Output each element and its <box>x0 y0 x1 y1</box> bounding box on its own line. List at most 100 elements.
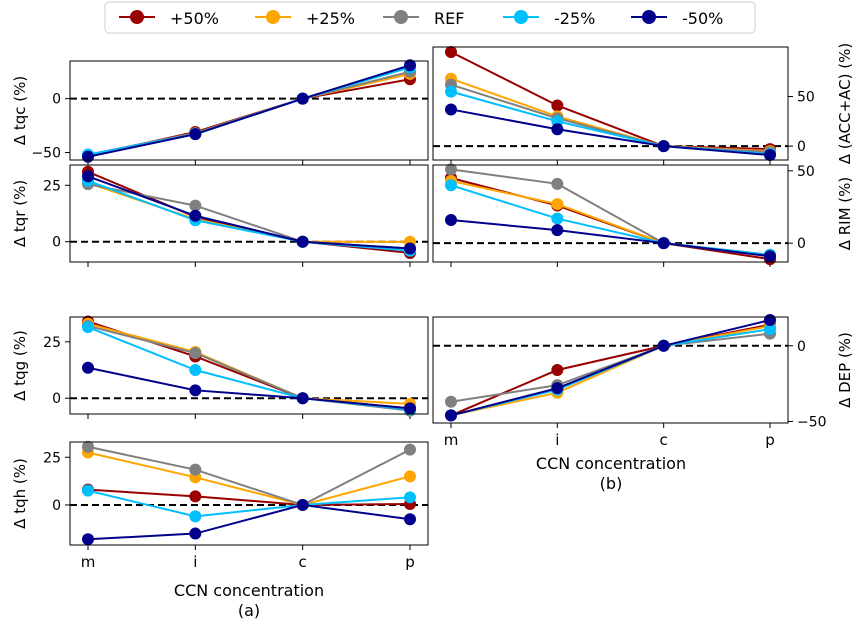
data-point-dep-minus25 <box>764 323 776 336</box>
annotations: CCN concentration (a) CCN concentration … <box>174 454 686 620</box>
x-tick-label-tqh: c <box>299 553 307 571</box>
data-point-tqg-ref <box>189 347 202 360</box>
data-point-tqc-minus50 <box>296 92 309 105</box>
data-point-rim-minus50 <box>657 237 670 250</box>
x-tick-label-dep: m <box>444 431 459 449</box>
legend-marker-minus50 <box>642 10 656 24</box>
series-line-tqh-plus50 <box>87 488 411 506</box>
legend-frame <box>104 1 756 34</box>
data-point-dep-plus50 <box>551 364 564 376</box>
y-tick-label-rim: 0 <box>797 236 806 252</box>
x-axis-label-a: CCN concentration <box>174 581 324 600</box>
panel-tqr: 0 25 Δ tqr (%) <box>11 164 429 267</box>
legend-entry-plus25: +25% <box>255 9 355 28</box>
x-tick-label-dep: p <box>765 431 775 449</box>
panel-rim: 0 50 Δ RIM (%) <box>432 163 854 267</box>
legend: +50% +25% REF -25% -50% <box>104 1 756 34</box>
data-point-tqg-minus50 <box>296 392 309 405</box>
y-axis-label-tqc: Δ tqc (%) <box>11 76 29 145</box>
data-point-acc-minus50 <box>657 140 670 153</box>
y-tick-label-tqr: 0 <box>52 235 61 251</box>
y-tick-label-tqr: 25 <box>43 178 61 194</box>
data-point-tqh-ref <box>404 443 416 456</box>
series-line-acc-plus25 <box>450 77 771 153</box>
data-point-acc-plus50 <box>445 45 457 58</box>
y-axis-label-acc: Δ (ACC+AC) (%) <box>836 43 854 164</box>
y-axis-label-tqr: Δ tqr (%) <box>11 180 29 247</box>
data-point-tqr-minus50 <box>82 170 94 183</box>
legend-marker-ref <box>394 10 408 24</box>
series-line-tqg-minus25 <box>87 326 411 411</box>
data-point-tqg-minus50 <box>404 402 416 415</box>
data-point-rim-plus25 <box>551 198 564 211</box>
plot-frame-rim <box>432 164 789 263</box>
data-point-tqh-minus50 <box>404 513 416 526</box>
data-point-tqr-ref <box>189 199 202 212</box>
data-point-tqh-minus25 <box>404 491 416 504</box>
panels: −50 0 Δ tqc (%) 0 50 Δ (ACC+AC) (%) 0 25 Δ tqr (… <box>11 43 854 571</box>
data-point-dep-minus50 <box>445 409 457 422</box>
series-line-tqr-minus25 <box>87 179 411 252</box>
data-point-tqc-minus50 <box>189 128 202 141</box>
panel-tqg: 0 25 Δ tqg (%) <box>11 315 429 419</box>
series-line-tqc-minus50 <box>87 64 411 158</box>
series-line-tqg-plus25 <box>87 322 411 405</box>
data-point-tqh-minus50 <box>82 533 94 546</box>
data-point-tqh-minus50 <box>296 498 309 511</box>
panel-acc: 0 50 Δ (ACC+AC) (%) <box>432 43 854 165</box>
y-tick-label-tqc: 0 <box>52 92 61 108</box>
series-line-acc-minus50 <box>450 108 771 157</box>
y-tick-label-acc: 0 <box>797 139 806 155</box>
data-point-tqh-minus50 <box>189 527 202 540</box>
panel-label-b: (b) <box>600 474 623 493</box>
series-line-tqh-minus50 <box>87 503 411 541</box>
plot-frame-tqg <box>69 316 429 415</box>
data-point-tqg-minus50 <box>189 384 202 397</box>
data-point-dep-minus50 <box>551 382 564 395</box>
y-tick-label-tqg: 25 <box>43 335 61 351</box>
legend-marker-plus25 <box>266 10 280 24</box>
x-tick-label-dep: i <box>555 431 559 449</box>
y-tick-label-tqc: −50 <box>31 145 61 161</box>
legend-entry-plus50: +50% <box>119 9 219 28</box>
legend-marker-minus25 <box>514 10 528 24</box>
panel-label-a: (a) <box>238 601 260 620</box>
series-line-rim-minus50 <box>450 219 771 258</box>
data-point-tqr-minus50 <box>296 235 309 248</box>
x-tick-label-tqh: m <box>81 553 96 571</box>
data-point-rim-ref <box>551 177 564 190</box>
series-line-dep-minus50 <box>450 319 771 417</box>
series-line-tqh-ref <box>87 445 411 507</box>
y-axis-label-rim: Δ RIM (%) <box>836 177 854 251</box>
series-line-dep-ref <box>450 332 771 403</box>
legend-label-plus25: +25% <box>306 9 355 28</box>
data-point-rim-minus50 <box>445 214 457 227</box>
y-tick-label-dep: −50 <box>797 414 827 430</box>
y-tick-label-acc: 50 <box>797 90 815 106</box>
data-point-tqg-minus25 <box>82 321 94 334</box>
data-point-rim-minus25 <box>445 179 457 192</box>
data-point-tqh-plus50 <box>189 490 202 503</box>
data-point-tqc-minus50 <box>82 150 94 163</box>
series-line-acc-minus25 <box>450 90 771 156</box>
data-point-acc-minus50 <box>551 123 564 136</box>
data-point-dep-minus50 <box>764 314 776 327</box>
series-line-tqg-minus50 <box>87 366 411 410</box>
y-tick-label-dep: 0 <box>797 339 806 355</box>
y-tick-label-tqh: 0 <box>52 498 61 514</box>
x-axis-label-b: CCN concentration <box>536 454 686 473</box>
legend-entry-ref: REF <box>383 9 464 28</box>
series-line-tqc-ref <box>87 70 411 156</box>
legend-label-minus25: -25% <box>554 9 595 28</box>
data-point-tqh-ref <box>82 440 94 453</box>
panel-tqc: −50 0 Δ tqc (%) <box>11 59 429 165</box>
x-tick-label-tqh: p <box>405 553 415 571</box>
x-tick-label-dep: c <box>660 431 668 449</box>
data-point-tqh-minus25 <box>189 510 202 523</box>
y-axis-label-tqh: Δ tqh (%) <box>11 458 29 529</box>
legend-entry-minus25: -25% <box>503 9 595 28</box>
data-point-tqg-minus50 <box>82 361 94 374</box>
series-line-tqg-plus50 <box>87 320 411 410</box>
data-point-dep-minus50 <box>657 339 670 352</box>
series-line-rim-plus50 <box>450 177 771 261</box>
